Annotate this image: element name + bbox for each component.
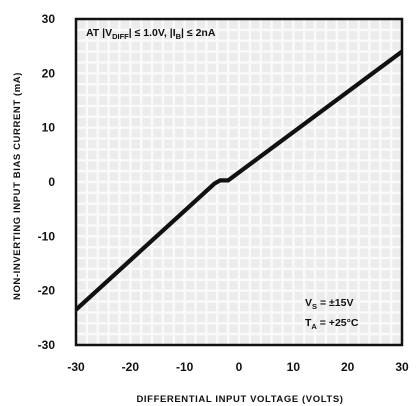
y-axis-title: NON-INVERTING INPUT BIAS CURRENT (mA) [12,72,23,300]
y-tick-label: -10 [38,229,56,243]
x-tick-label: -20 [122,360,140,374]
x-tick-label: -10 [176,360,194,374]
condition-annotation: AT |VDIFF| ≤ 1.0V, |IB| ≤ 2nA [86,27,216,41]
x-tick-label: -30 [67,360,85,374]
y-tick-labels: 30 20 10 0 -10 -20 -30 [38,12,56,352]
x-tick-label: 0 [236,360,243,374]
x-tick-labels: -30 -20 -10 0 10 20 30 [67,360,409,374]
series-layer [74,49,404,312]
y-tick-label: 20 [42,66,56,80]
temperature-annotation: TA = +25°C [305,317,359,331]
plot-frame [74,17,404,347]
series-line [74,49,404,312]
x-axis-title: DIFFERENTIAL INPUT VOLTAGE (VOLTS) [136,394,343,405]
supply-annotation: VS = ±15V [305,297,353,311]
x-tick-label: 30 [395,360,409,374]
x-tick-label: 10 [287,360,301,374]
y-tick-label: 30 [42,12,56,26]
grid [76,19,402,345]
y-tick-label: -20 [38,284,56,298]
y-tick-label: 10 [42,121,56,135]
x-tick-label: 20 [341,360,355,374]
y-tick-label: -30 [38,338,56,352]
y-tick-label: 0 [48,175,55,189]
